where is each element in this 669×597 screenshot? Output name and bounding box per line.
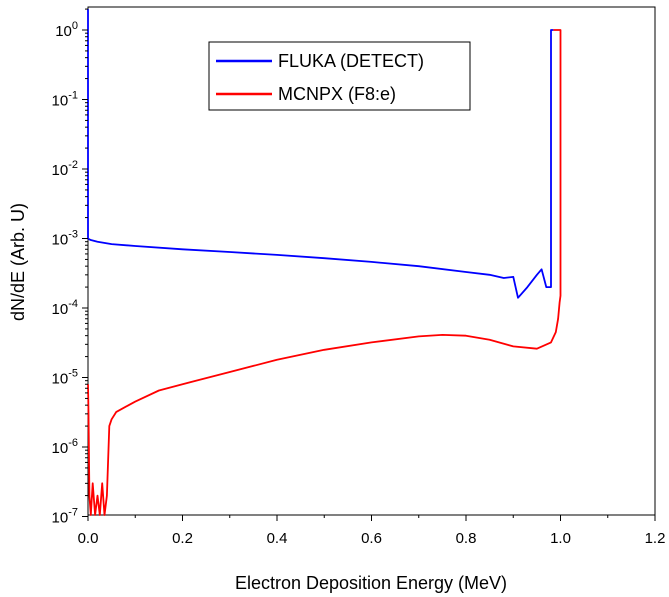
x-tick-label: 0.4 xyxy=(267,530,288,547)
y-tick-label: 10-1 xyxy=(52,90,78,110)
legend-box xyxy=(208,41,471,111)
y-tick-label: 100 xyxy=(55,20,78,40)
legend-label-mcnpx: MCNPX (F8:e) xyxy=(278,84,396,104)
x-tick-label: 0.2 xyxy=(172,530,193,547)
x-tick-label: 0.0 xyxy=(78,530,99,547)
y-tick-label: 10-4 xyxy=(52,298,78,318)
y-tick-label: 10-6 xyxy=(52,437,78,457)
y-tick-label: 10-5 xyxy=(52,368,78,388)
legend: FLUKA (DETECT) MCNPX (F8:e) xyxy=(208,41,471,111)
x-tick-label: 0.8 xyxy=(456,530,477,547)
x-tick-label: 0.6 xyxy=(361,530,382,547)
x-axis: 0.0 0.2 0.4 0.6 0.8 1.0 1.2 xyxy=(78,515,666,547)
series-layer xyxy=(87,9,562,516)
y-axis-title: dN/dE (Arb. U) xyxy=(8,203,28,321)
y-tick-label: 10-3 xyxy=(52,229,78,249)
y-tick-label: 10-2 xyxy=(52,159,78,179)
x-tick-label: 1.0 xyxy=(550,530,571,547)
series-line-1 xyxy=(87,29,562,516)
legend-label-fluka: FLUKA (DETECT) xyxy=(278,51,424,71)
y-tick-label: 10-7 xyxy=(52,507,78,527)
y-axis: 100 10-1 10-2 10-3 10-4 10-5 10-6 10-7 xyxy=(52,8,88,527)
series-line-0 xyxy=(87,9,554,299)
x-axis-title: Electron Deposition Energy (MeV) xyxy=(235,573,507,593)
x-tick-label: 1.2 xyxy=(645,530,666,547)
